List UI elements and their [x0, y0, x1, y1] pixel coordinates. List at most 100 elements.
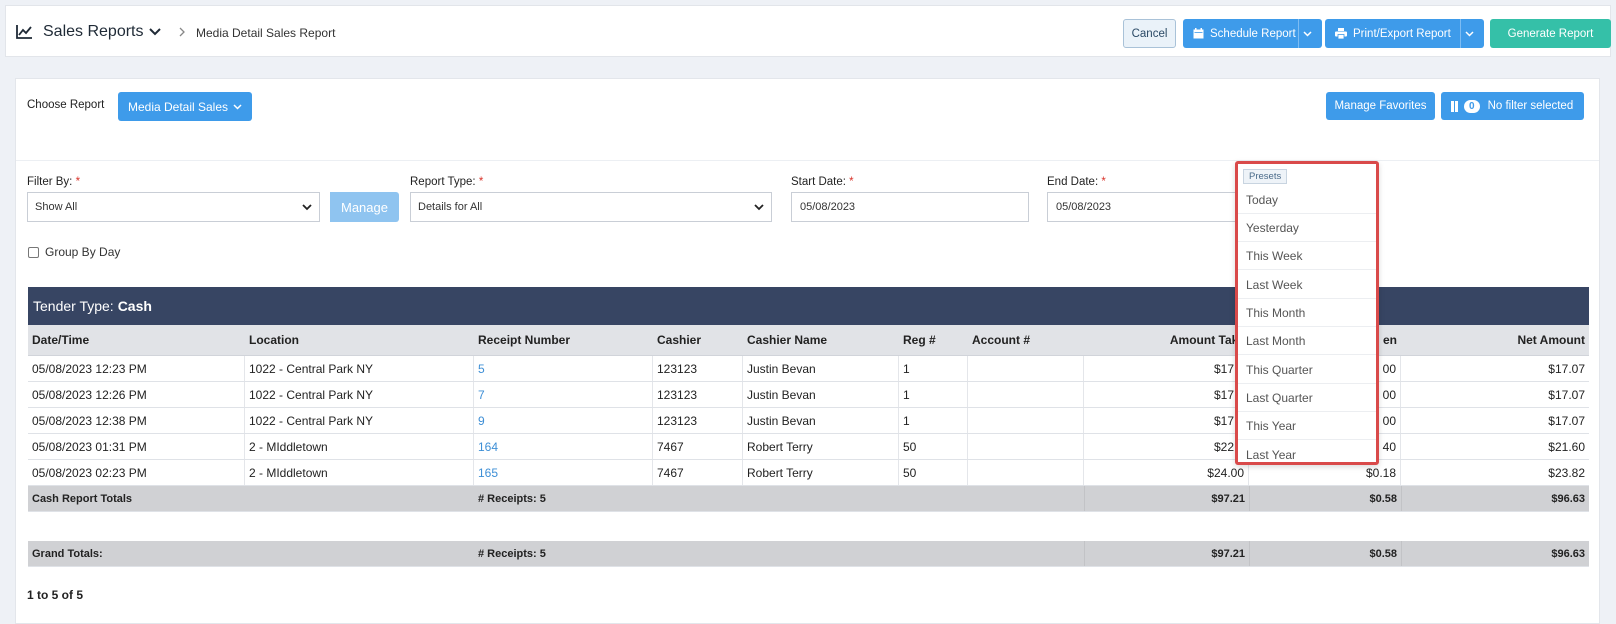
- cash-totals-net: $96.63: [1401, 486, 1589, 511]
- cancel-button[interactable]: Cancel: [1123, 19, 1176, 48]
- preset-yesterday[interactable]: Yesterday: [1238, 214, 1376, 242]
- choose-report-label: Choose Report: [27, 99, 105, 111]
- col-cashier[interactable]: Cashier: [657, 333, 702, 347]
- report-type-label: Report Type: *: [410, 176, 483, 188]
- pagination-info: 1 to 5 of 5: [27, 588, 84, 602]
- schedule-dropdown-toggle[interactable]: [1298, 19, 1322, 48]
- cell-account: [968, 434, 1084, 459]
- cell-datetime: 05/08/2023 12:38 PM: [28, 408, 245, 433]
- col-account[interactable]: Account #: [972, 333, 1031, 347]
- col-net-amount[interactable]: Net Amount: [1517, 333, 1585, 347]
- required-mark: *: [849, 176, 854, 188]
- table-row: 05/08/2023 02:23 PM 2 - MIddletown 165 7…: [28, 460, 1589, 486]
- cell-net-amount: $23.82: [1548, 465, 1585, 480]
- chevron-down-icon[interactable]: [149, 27, 161, 37]
- schedule-report-label: Schedule Report: [1210, 27, 1296, 40]
- generate-report-button[interactable]: Generate Report: [1490, 19, 1611, 48]
- report-type-select[interactable]: Details for All: [410, 192, 772, 222]
- receipt-link[interactable]: 5: [474, 356, 653, 381]
- receipt-link[interactable]: 165: [474, 460, 653, 485]
- start-date-input[interactable]: 05/08/2023: [791, 192, 1029, 222]
- print-dropdown-toggle[interactable]: [1460, 19, 1484, 48]
- filter-by-value: Show All: [35, 201, 78, 213]
- col-reg[interactable]: Reg #: [903, 333, 936, 347]
- report-type-value: Details for All: [418, 201, 483, 213]
- cell-account: [968, 408, 1084, 433]
- cell-net-amount: $17.07: [1548, 387, 1585, 402]
- cell-cashier-name: Justin Bevan: [743, 356, 899, 381]
- cash-totals-tip: $0.58: [1249, 486, 1401, 511]
- cash-totals-label: Cash Report Totals: [32, 492, 133, 505]
- col-amount[interactable]: Amount Take: [1169, 333, 1245, 347]
- cell-cashier: 7467: [653, 434, 743, 459]
- col-cashier-name[interactable]: Cashier Name: [747, 333, 828, 347]
- cell-account: [968, 356, 1084, 381]
- print-export-label: Print/Export Report: [1353, 27, 1451, 40]
- preset-last-quarter[interactable]: Last Quarter: [1238, 384, 1376, 412]
- cell-datetime: 05/08/2023 12:26 PM: [28, 382, 245, 407]
- report-select-button[interactable]: Media Detail Sales: [118, 92, 252, 121]
- table-row: 05/08/2023 12:38 PM 1022 - Central Park …: [28, 408, 1589, 434]
- manage-button[interactable]: Manage: [330, 192, 399, 222]
- cell-tip: 40: [1249, 434, 1401, 459]
- page-title: Sales Reports: [43, 23, 144, 40]
- cell-amount: $22.0: [1084, 434, 1249, 459]
- filter-by-select[interactable]: Show All: [27, 192, 320, 222]
- filter-by-label: Filter By: *: [27, 176, 80, 188]
- calendar-icon: [1193, 28, 1204, 39]
- cell-location: 1022 - Central Park NY: [245, 408, 474, 433]
- cell-amount: $24.00: [1084, 460, 1249, 485]
- preset-this-week[interactable]: This Week: [1238, 242, 1376, 270]
- cell-cashier: 123123: [653, 356, 743, 381]
- receipt-link[interactable]: 164: [474, 434, 653, 459]
- cash-totals-receipts: # Receipts: 5: [478, 492, 546, 505]
- receipt-link[interactable]: 7: [474, 382, 653, 407]
- print-export-button[interactable]: Print/Export Report: [1325, 19, 1484, 48]
- cell-amount: $17.0: [1084, 382, 1249, 407]
- cell-net-amount: $21.60: [1548, 439, 1585, 454]
- cell-reg: 50: [899, 434, 968, 459]
- cell-cashier-name: Robert Terry: [743, 460, 899, 485]
- col-receipt[interactable]: Receipt Number: [478, 333, 571, 347]
- preset-today[interactable]: Today: [1238, 186, 1376, 214]
- cell-cashier-name: Robert Terry: [743, 434, 899, 459]
- preset-last-week[interactable]: Last Week: [1238, 271, 1376, 299]
- breadcrumb: Media Detail Sales Report: [196, 26, 336, 40]
- receipt-link[interactable]: 9: [474, 408, 653, 433]
- cell-cashier-name: Justin Bevan: [743, 382, 899, 407]
- preset-last-year[interactable]: Last Year: [1246, 448, 1297, 462]
- divider: [16, 160, 1599, 161]
- preset-this-quarter[interactable]: This Quarter: [1238, 356, 1376, 384]
- schedule-report-button[interactable]: Schedule Report: [1183, 19, 1322, 48]
- end-date-input[interactable]: 05/08/2023: [1047, 192, 1242, 222]
- cell-tip: 00: [1249, 356, 1401, 381]
- col-tip[interactable]: en: [1382, 333, 1397, 347]
- cell-reg: 1: [899, 382, 968, 407]
- cell-location: 2 - MIddletown: [245, 460, 474, 485]
- preset-last-month[interactable]: Last Month: [1238, 327, 1376, 355]
- end-date-label: End Date: *: [1047, 176, 1106, 188]
- grand-totals-amount: $97.21: [1084, 541, 1249, 566]
- tender-type-prefix: Tender Type:: [33, 298, 114, 314]
- group-by-day-checkbox[interactable]: [28, 247, 39, 258]
- filter-button[interactable]: 0 No filter selected: [1441, 92, 1584, 120]
- cell-reg: 1: [899, 408, 968, 433]
- col-datetime[interactable]: Date/Time: [32, 333, 90, 347]
- chevron-right-icon: [179, 27, 185, 37]
- table-row: 05/08/2023 12:23 PM 1022 - Central Park …: [28, 356, 1589, 382]
- cell-amount: $17.0: [1084, 408, 1249, 433]
- required-mark: *: [75, 176, 81, 188]
- table-row: 05/08/2023 01:31 PM 2 - MIddletown 164 7…: [28, 434, 1589, 460]
- chevron-down-icon: [1303, 30, 1312, 37]
- preset-this-year[interactable]: This Year: [1238, 412, 1376, 440]
- grand-totals-receipts: # Receipts: 5: [478, 547, 546, 560]
- col-location[interactable]: Location: [249, 333, 299, 347]
- cell-account: [968, 460, 1084, 485]
- report-select-label: Media Detail Sales: [127, 99, 229, 114]
- preset-this-month[interactable]: This Month: [1238, 299, 1376, 327]
- cell-cashier-name: Justin Bevan: [743, 408, 899, 433]
- group-by-day-label: Group By Day: [45, 245, 121, 259]
- presets-tab[interactable]: Presets: [1243, 169, 1288, 184]
- manage-favorites-button[interactable]: Manage Favorites: [1326, 92, 1435, 120]
- filter-by-text: Filter By:: [27, 176, 73, 188]
